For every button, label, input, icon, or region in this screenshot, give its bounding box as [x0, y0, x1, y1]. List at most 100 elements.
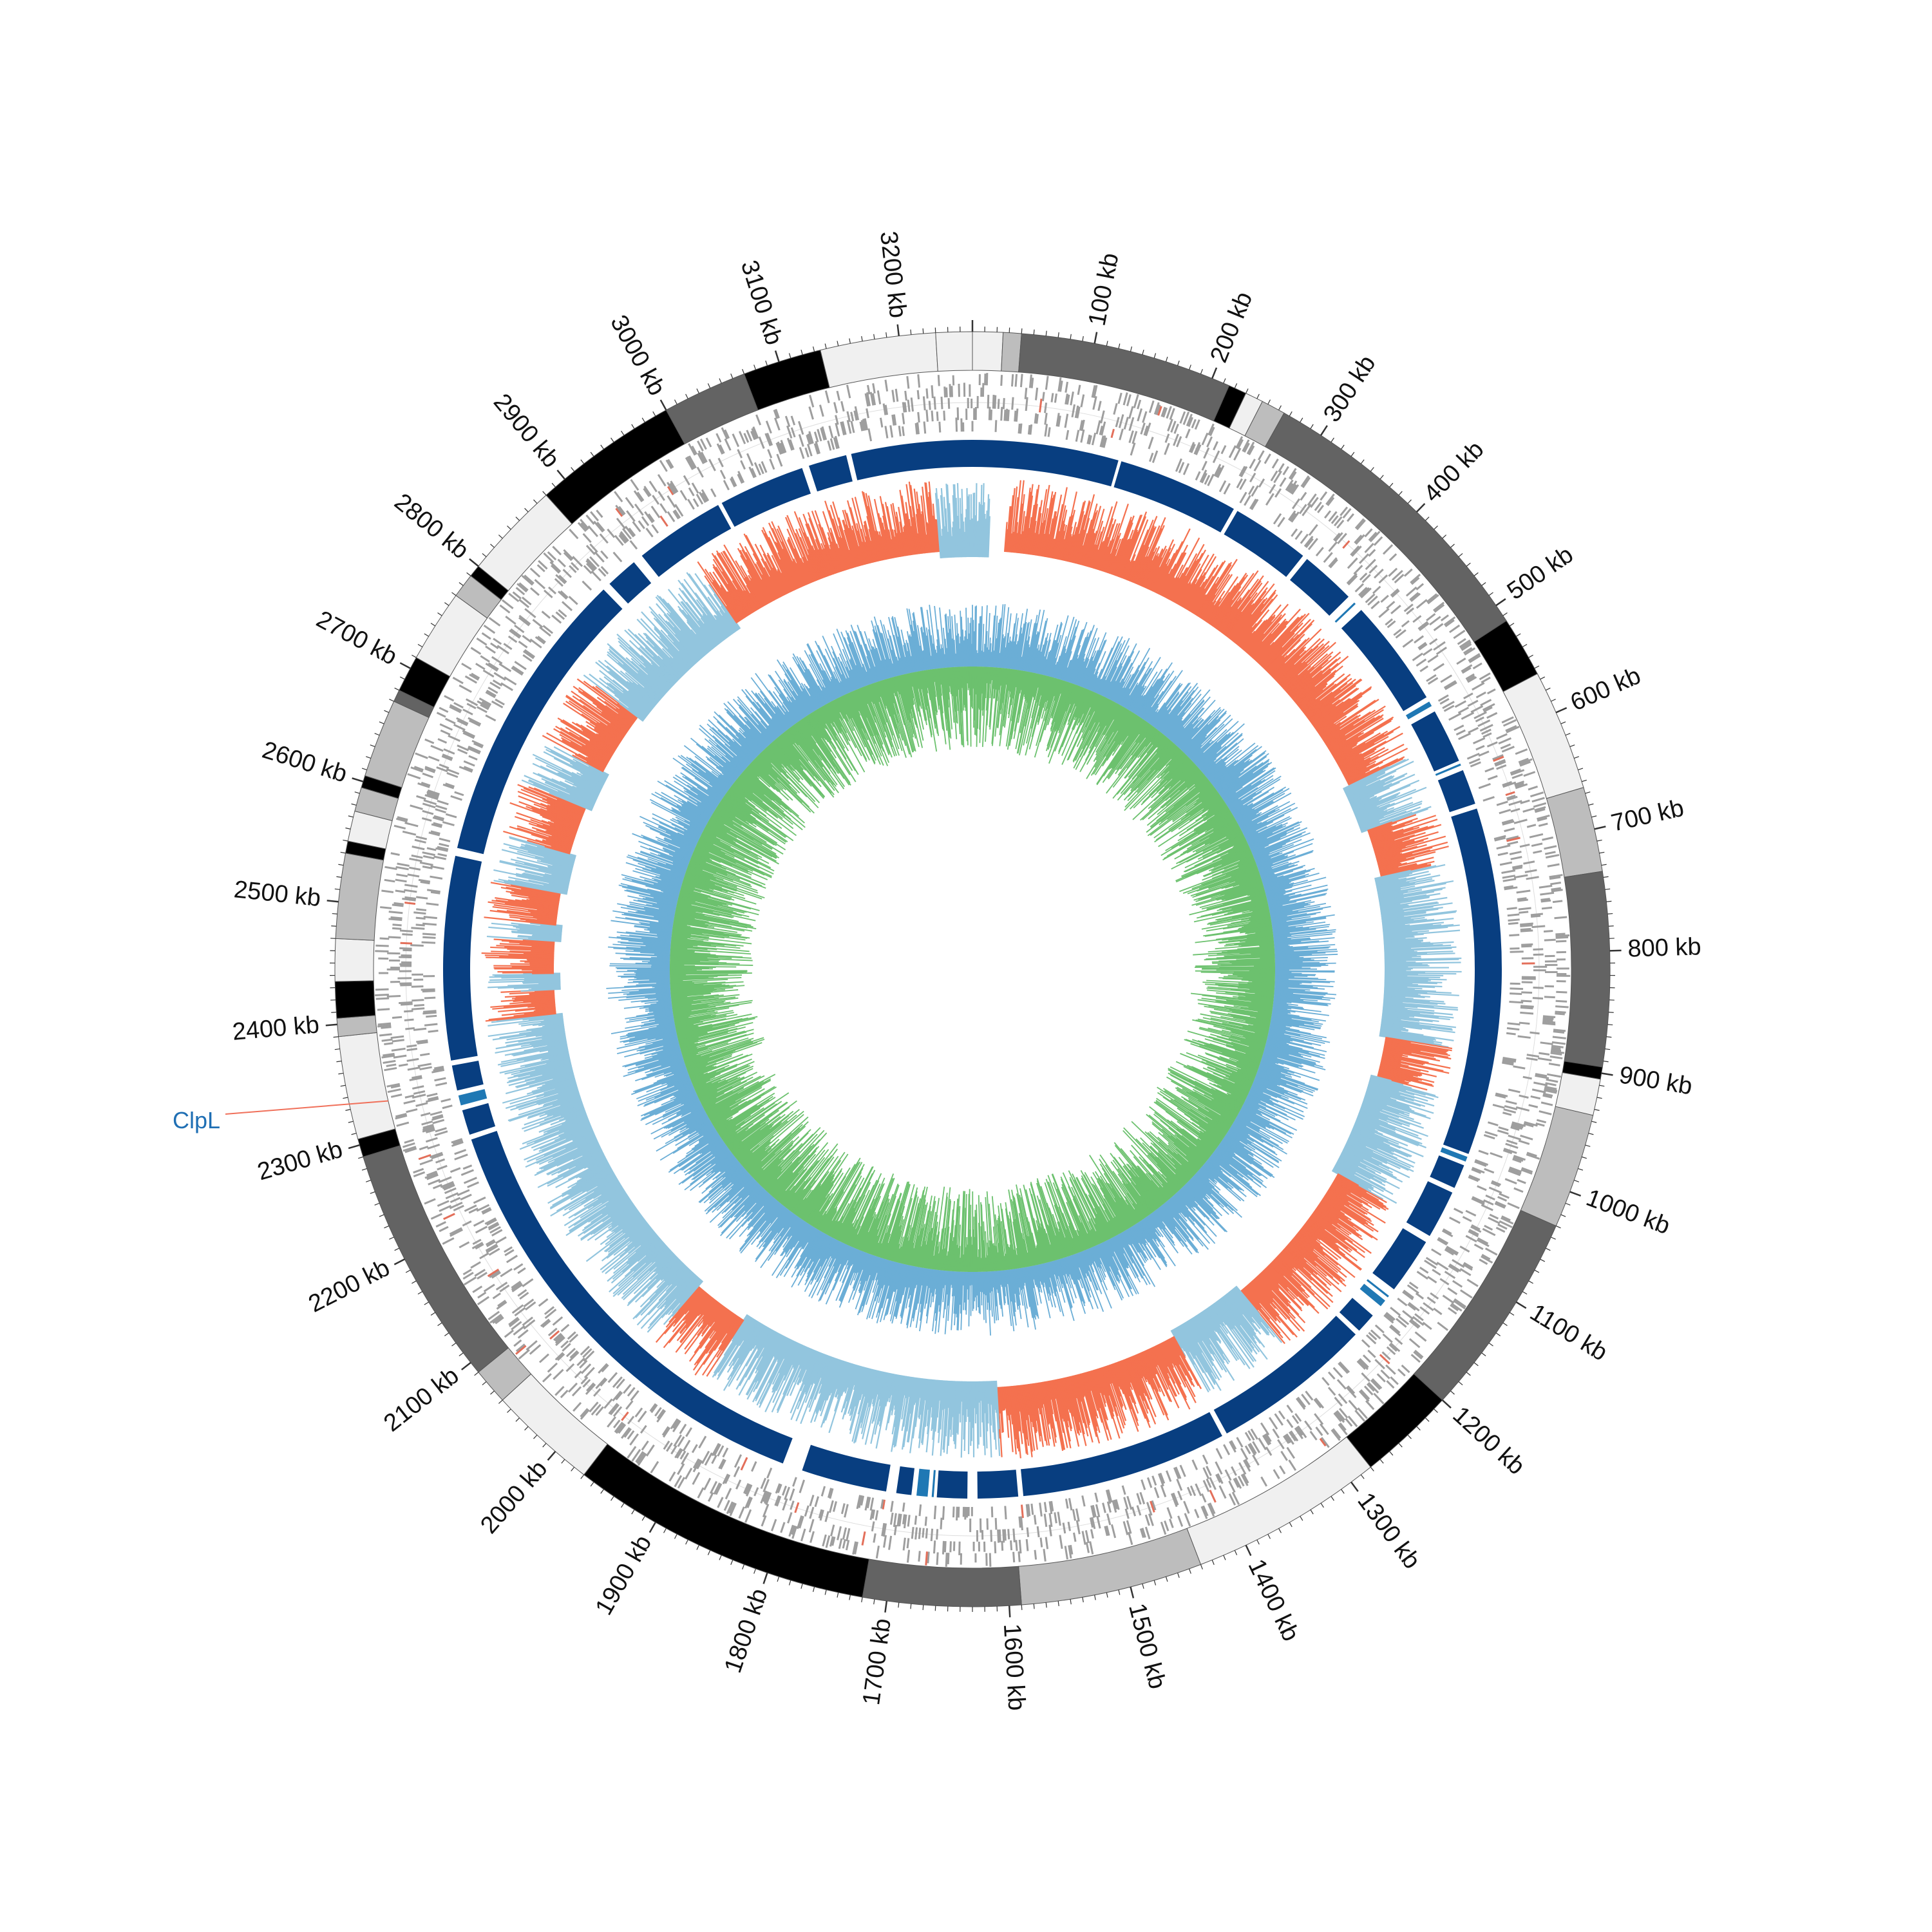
gc-skew-mark [1354, 1124, 1375, 1134]
gene-mark [1484, 1168, 1495, 1174]
gene-mark [933, 396, 936, 410]
gc-skew-mark [1384, 946, 1457, 951]
gc-skew-mark [1058, 524, 1068, 560]
minor-tick [1608, 1012, 1614, 1013]
gc-skew-mark [1342, 759, 1371, 775]
gene-mark [861, 1531, 866, 1546]
gc-skew-mark [1361, 1104, 1399, 1119]
gc-skew-mark [1337, 1173, 1359, 1186]
gene-mark [1220, 445, 1227, 455]
gene-mark [1520, 922, 1533, 926]
gene-mark [1286, 1446, 1296, 1459]
gene-mark [547, 1362, 558, 1373]
gene-mark [1278, 1410, 1285, 1420]
gene-mark [422, 802, 436, 809]
gene-mark [436, 712, 446, 718]
gene-mark [414, 838, 426, 844]
gc-skew-mark [1202, 600, 1217, 621]
gene-mark [1445, 1247, 1458, 1256]
gene-mark [1287, 482, 1294, 492]
gene-mark [1466, 1278, 1479, 1287]
gene-mark [1347, 575, 1358, 585]
gene-mark [1103, 437, 1108, 448]
gene-mark [1475, 691, 1486, 699]
gene-mark [391, 1047, 406, 1052]
minor-tick [336, 1061, 342, 1063]
minor-tick [331, 925, 337, 927]
gene-mark [786, 425, 793, 439]
major-tick [399, 662, 411, 669]
gc-skew-mark [1316, 699, 1360, 731]
gc-skew-mark [1327, 717, 1376, 748]
minor-tick [482, 553, 487, 558]
gene-mark [430, 744, 444, 752]
gc-skew-mark [1354, 1122, 1383, 1135]
gc-skew-mark [1005, 529, 1009, 553]
gene-mark [1160, 406, 1166, 417]
gene-mark [1355, 534, 1365, 545]
gene-mark [419, 861, 433, 866]
major-tick [393, 1258, 405, 1265]
gene-mark [468, 755, 478, 761]
gene-mark [1068, 1498, 1073, 1511]
gene-mark [945, 1553, 948, 1567]
gene-mark [1277, 1439, 1285, 1450]
gene-mark [806, 434, 811, 445]
gc-skew-mark [1370, 819, 1438, 842]
gc-skew-mark [1053, 531, 1061, 559]
gene-mark [560, 1389, 569, 1399]
gene-mark [906, 375, 910, 389]
gc-skew-mark [1224, 592, 1258, 636]
gene-mark [560, 590, 569, 599]
gc-skew-mark [1260, 625, 1299, 667]
gc-skew-mark [1277, 638, 1325, 683]
gene-mark [1460, 1289, 1473, 1299]
gc-skew-mark [1137, 528, 1163, 585]
gene-mark [1170, 1493, 1178, 1508]
gene-mark [419, 1145, 429, 1151]
gc-skew-mark [1081, 512, 1097, 565]
gene-mark [534, 578, 545, 590]
gene-mark [523, 1319, 536, 1330]
gene-mark [633, 490, 643, 502]
gene-mark [379, 937, 390, 940]
gc-skew-mark [1008, 488, 1016, 553]
gene-mark [569, 565, 577, 573]
gene-mark [437, 846, 449, 851]
gene-mark [466, 703, 477, 710]
gc-skew-mark [976, 521, 978, 558]
gene-mark [722, 1447, 729, 1458]
gc-skew-mark [1330, 732, 1365, 753]
gene-mark [473, 1219, 485, 1227]
gene-mark [1496, 844, 1511, 850]
gene-mark [1036, 1526, 1040, 1538]
gene-mark [1001, 1540, 1004, 1551]
gene-mark [1443, 1228, 1452, 1235]
gene-mark [1235, 436, 1244, 449]
gene-mark [737, 471, 745, 483]
minor-tick [898, 1602, 900, 1608]
minor-tick [685, 393, 688, 399]
gene-mark [595, 1406, 604, 1416]
gc-skew-mark [1383, 1046, 1435, 1057]
minor-tick [812, 346, 815, 352]
gene-mark [1173, 1467, 1180, 1479]
gene-mark [580, 1363, 592, 1374]
gene-mark [421, 817, 432, 822]
gc-skew-mark [1043, 495, 1055, 557]
gene-mark [513, 1325, 526, 1336]
gc-skew-mark [1226, 580, 1269, 637]
synteny-block [1359, 1283, 1385, 1307]
gene-mark [474, 1269, 486, 1277]
gc-skew-mark [1312, 698, 1352, 727]
gene-mark [1081, 1495, 1086, 1507]
gc-skew-mark [1385, 1038, 1452, 1052]
gene-mark [833, 402, 838, 413]
gene-mark [1488, 1186, 1502, 1194]
gene-mark [1475, 716, 1484, 723]
gene-mark [569, 1350, 578, 1359]
gc-skew-mark [1297, 675, 1335, 706]
gc-skew-mark [1190, 576, 1215, 613]
major-tick [1515, 1301, 1527, 1309]
gene-mark [1551, 889, 1563, 893]
